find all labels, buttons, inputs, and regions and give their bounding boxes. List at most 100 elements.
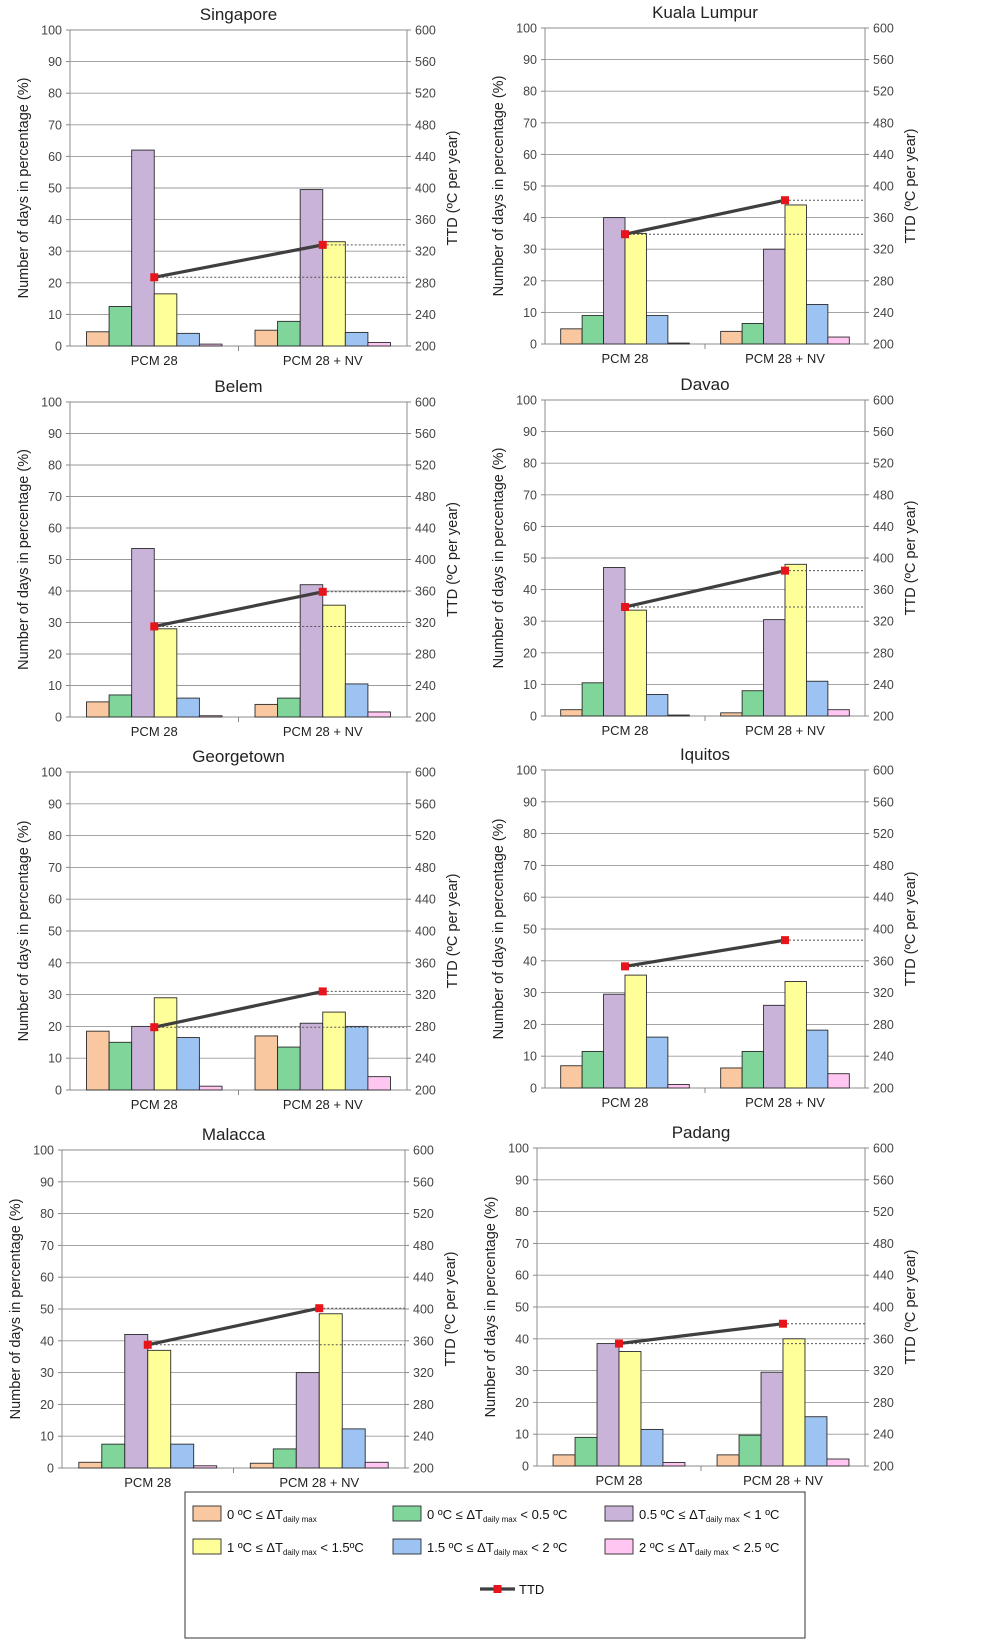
bar-singapore-pcm-28-series-4 [153, 293, 178, 347]
y2-tick-label: 240 [873, 306, 894, 320]
legend-label-2: 0 ºC ≤ ΔTdaily max < 0.5 ºC [427, 1507, 567, 1524]
chart-title: Padang [672, 1123, 731, 1142]
bar-malacca-pcm-28-nv-series-6 [364, 1461, 389, 1469]
y2-tick-label: 600 [873, 394, 894, 408]
bar-kuala-lumpur-pcm-28-nv-series-1 [720, 330, 743, 345]
bar-davao-pcm-28-nv-series-6 [827, 709, 850, 717]
y-tick-label: 20 [523, 274, 537, 288]
y2-tick-label: 440 [413, 1271, 434, 1285]
y-tick-label: 60 [48, 150, 62, 164]
bar-belem-pcm-28-series-3 [131, 548, 155, 718]
bar-kuala-lumpur-pcm-28-series-5 [645, 315, 669, 345]
y-tick-label: 100 [516, 764, 537, 778]
y2-tick-label: 320 [873, 986, 894, 1000]
category-label: PCM 28 + NV [745, 1095, 825, 1110]
y-tick-label: 40 [515, 1332, 529, 1346]
y-tick-label: 100 [33, 1144, 54, 1158]
bar-singapore-pcm-28-nv-series-1 [254, 329, 279, 347]
bar-davao-pcm-28-nv-series-1 [720, 712, 743, 717]
ttd-line [153, 989, 324, 1029]
y2-tick-label: 520 [415, 459, 436, 473]
y-tick-label: 30 [523, 986, 537, 1000]
y-tick-label: 30 [48, 988, 62, 1002]
y-tick-label: 70 [523, 116, 537, 130]
bar-singapore-pcm-28-nv-series-4 [322, 241, 346, 347]
y2-tick-label: 200 [413, 1462, 434, 1476]
legend-label-1: 0 ºC ≤ ΔTdaily max [227, 1507, 317, 1524]
y-tick-label: 20 [523, 1018, 537, 1032]
y-tick-label: 50 [48, 182, 62, 196]
y2-tick-label: 400 [415, 553, 436, 567]
ttd-marker-pcm-28 [615, 1339, 623, 1348]
y-tick-label: 80 [515, 1205, 529, 1219]
chart-belem: 0 10 20 30 40 50 60 70 80 90 100 200 240 280 320 360 400… [16, 377, 461, 739]
y2-tick-label: 440 [415, 522, 436, 536]
y-tick-label: 10 [523, 1050, 537, 1064]
y-tick-label: 20 [48, 276, 62, 290]
y2-tick-label: 200 [873, 1460, 894, 1474]
y2-tick-label: 200 [873, 338, 894, 352]
y-axis-label: Number of days in percentage (%) [483, 1197, 499, 1418]
ttd-marker-pcm-28-nv [781, 936, 789, 945]
bar-padang-pcm-28-series-5 [640, 1428, 664, 1467]
y-tick-label: 60 [48, 522, 62, 536]
bar-malacca-pcm-28-series-3 [124, 1333, 149, 1469]
y2-tick-label: 480 [873, 859, 894, 873]
bar-padang-pcm-28-nv-series-4 [782, 1338, 806, 1467]
bar-padang-pcm-28-nv-series-6 [826, 1458, 850, 1467]
y2-tick-label: 320 [415, 988, 436, 1002]
category-label: PCM 28 + NV [745, 723, 825, 738]
y-tick-label: 20 [523, 646, 537, 660]
y2-tick-label: 440 [873, 891, 894, 905]
y-tick-label: 80 [48, 459, 62, 473]
y2-tick-label: 240 [415, 308, 436, 322]
bar-davao-pcm-28-nv-series-4 [784, 563, 807, 717]
y-tick-label: 50 [523, 180, 537, 194]
category-label: PCM 28 + NV [743, 1473, 823, 1488]
ttd-marker-pcm-28 [150, 1023, 159, 1032]
category-label: PCM 28 + NV [283, 1097, 363, 1112]
y-tick-label: 100 [41, 396, 62, 410]
y2-tick-label: 600 [415, 24, 436, 38]
bar-iquitos-pcm-28-nv-series-6 [827, 1073, 850, 1089]
y2-tick-label: 360 [873, 954, 894, 968]
y2-tick-label: 480 [415, 118, 436, 132]
bar-padang-pcm-28-nv-series-3 [760, 1371, 784, 1467]
bar-padang-pcm-28-series-3 [596, 1343, 620, 1467]
ttd-line [624, 938, 786, 968]
bar-belem-pcm-28-nv-series-6 [367, 711, 391, 718]
bar-davao-pcm-28-series-3 [603, 567, 626, 717]
category-label: PCM 28 [596, 1473, 643, 1488]
bar-iquitos-pcm-28-nv-series-5 [805, 1029, 829, 1089]
y2-tick-label: 440 [873, 148, 894, 162]
y-tick-label: 0 [55, 340, 62, 354]
y2-tick-label: 240 [873, 1428, 894, 1442]
y2-tick-label: 440 [873, 520, 894, 534]
bar-malacca-pcm-28-nv-series-3 [295, 1372, 320, 1469]
y-tick-label: 90 [515, 1173, 529, 1187]
category-label: PCM 28 [602, 723, 649, 738]
category-label: PCM 28 + NV [283, 353, 363, 368]
chart-title: Malacca [202, 1125, 266, 1144]
ttd-marker-pcm-28-nv [781, 196, 789, 205]
bar-singapore-pcm-28-series-1 [86, 331, 110, 347]
y-tick-label: 0 [522, 1460, 529, 1474]
bar-belem-pcm-28-series-2 [108, 694, 133, 718]
bar-belem-pcm-28-series-5 [176, 697, 200, 718]
y2-tick-label: 200 [415, 711, 436, 725]
bar-kuala-lumpur-pcm-28-nv-series-2 [741, 323, 765, 345]
y2-tick-label: 480 [413, 1239, 434, 1253]
y-axis-label: Number of days in percentage (%) [8, 1199, 24, 1420]
y-tick-label: 30 [48, 245, 62, 259]
y2-tick-label: 280 [415, 1020, 436, 1034]
bar-singapore-pcm-28-nv-series-3 [299, 189, 324, 347]
bar-kuala-lumpur-pcm-28-nv-series-6 [827, 336, 850, 345]
y2-tick-label: 280 [873, 1018, 894, 1032]
y2-axis-label: TTD (ºC per year) [443, 1252, 459, 1367]
y2-tick-label: 320 [413, 1366, 434, 1380]
legend-label-3: 0.5 ºC ≤ ΔTdaily max < 1 ºC [639, 1507, 779, 1524]
bar-davao-pcm-28-series-5 [645, 694, 669, 717]
bar-kuala-lumpur-pcm-28-series-1 [560, 328, 583, 345]
bar-malacca-pcm-28-series-1 [78, 1461, 103, 1469]
y2-axis-label: TTD (ºC per year) [903, 872, 919, 987]
